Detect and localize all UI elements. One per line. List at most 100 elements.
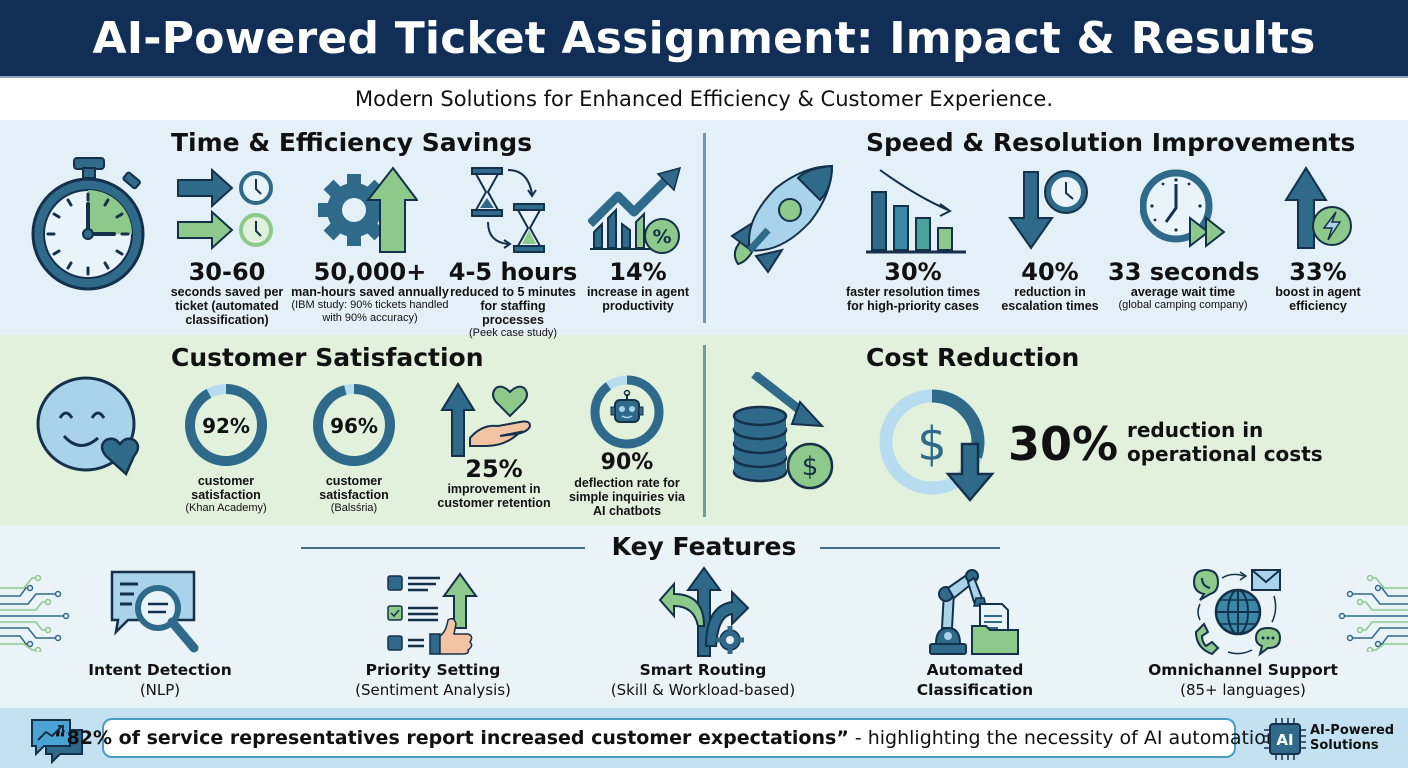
hand-heart-arrow-icon [440, 382, 532, 457]
stat-desc: reduced to 5 minutes for staffing proces… [450, 285, 576, 327]
page-title: AI-Powered Ticket Assignment: Impact & R… [92, 12, 1316, 64]
arrows-clocks-icon [177, 168, 273, 250]
declining-bars-icon [866, 169, 966, 254]
feature-priority-setting: Priority Setting (Sentiment Analysis) [340, 660, 526, 700]
up-arrow-bolt-icon [1284, 166, 1352, 249]
feature-omnichannel-support: Omnichannel Support (85+ languages) [1138, 660, 1348, 700]
stat-faster-resolution: 30% faster resolution times for high-pri… [838, 259, 988, 313]
svg-text:%: % [652, 226, 671, 248]
key-features-rule-right [820, 547, 1000, 549]
brand-label: AI-Powered Solutions [1310, 723, 1394, 753]
coins-down-arrow-icon: $ [732, 372, 834, 490]
cost-reduction-desc: reduction in operational costs [1127, 418, 1323, 466]
stat-desc: reduction in escalation times [1001, 285, 1099, 313]
stat-desc: deflection rate for simple inquiries via… [568, 476, 685, 518]
quote-banner: “82% of service representatives report i… [54, 718, 1284, 758]
svg-text:96%: 96% [330, 414, 378, 438]
fast-forward-clock-icon [1140, 169, 1226, 249]
page-header: AI-Powered Ticket Assignment: Impact & R… [0, 0, 1408, 76]
feature-name: Omnichannel Support [1148, 661, 1338, 679]
checklist-thumbs-up-icon [387, 572, 478, 655]
hourglass-icon [471, 167, 545, 253]
svg-text:$: $ [802, 452, 819, 482]
stat-wait-time: 33 seconds average wait time (global cam… [1108, 258, 1260, 312]
stat-value: 40% [1021, 258, 1079, 286]
stat-value: 50,000+ [313, 258, 427, 286]
svg-text:AI: AI [1276, 731, 1293, 749]
stat-man-hours: 50,000+ man-hours saved annually (IBM st… [290, 259, 450, 325]
feature-name: Intent Detection [88, 661, 232, 679]
stat-escalation-reduction: 40% reduction in escalation times [996, 259, 1104, 313]
feature-sub: (Skill & Workload-based) [610, 681, 796, 699]
cost-desc-line1: reduction in [1127, 418, 1264, 442]
progress-ring-96: 96% [313, 384, 395, 466]
ai-chip-icon: AI [1264, 718, 1306, 760]
stat-desc: boost in agent efficiency [1275, 285, 1361, 313]
stat-note: (Khan Academy) [185, 502, 267, 514]
divider-vertical-bottom [703, 345, 706, 517]
feature-sub: (85+ languages) [1180, 681, 1306, 699]
split-arrows-gear-icon [658, 566, 750, 657]
svg-text:$: $ [917, 417, 946, 471]
down-arrow-clock-icon [1008, 170, 1088, 250]
stat-ring-khan-academy: 92% customer satisfaction (Khan Academy) [166, 382, 286, 515]
stat-desc: improvement in customer retention [437, 482, 551, 510]
smiley-heart-icon [36, 376, 140, 477]
circuit-lines-right-icon [1338, 574, 1408, 652]
stat-value: 30% [884, 258, 942, 286]
feature-name: Smart Routing [639, 661, 767, 679]
stat-chatbot-deflection: 90% deflection rate for simple inquiries… [562, 374, 692, 518]
stat-desc: increase in agent productivity [586, 285, 690, 313]
stat-ring-balssria: 96% customer satisfaction (Balsśria) [294, 382, 414, 515]
stat-desc: faster resolution times for high-priorit… [845, 285, 981, 313]
stat-value: 4-5 hours [448, 258, 578, 286]
robot-ring-icon [590, 375, 664, 449]
feature-intent-detection: Intent Detection (NLP) [80, 660, 240, 700]
stat-value: 33 seconds [1108, 258, 1260, 286]
brand-line1: AI-Powered [1310, 723, 1395, 738]
stat-note: (Balsśria) [330, 502, 378, 514]
stat-agent-efficiency: 33% boost in agent efficiency [1268, 259, 1368, 313]
feature-name: Automated [926, 661, 1024, 679]
stat-desc: seconds saved per ticket (automated clas… [170, 285, 284, 327]
section-title-speed-resolution: Speed & Resolution Improvements [866, 128, 1356, 157]
feature-automated-classification: Automated Classification [890, 660, 1060, 700]
cost-reduction-value: 30% [1008, 417, 1119, 471]
feature-smart-routing: Smart Routing (Skill & Workload-based) [600, 660, 806, 700]
brand-line2: Solutions [1310, 738, 1379, 753]
globe-channels-icon [1192, 568, 1282, 657]
stat-customer-retention: 25% improvement in customer retention [426, 456, 562, 510]
key-features-title: Key Features [611, 532, 797, 561]
panel-speed-resolution [706, 120, 1408, 335]
feature-name: Priority Setting [365, 661, 501, 679]
divider-vertical-top [703, 133, 706, 323]
growth-chart-percent-icon: % [588, 166, 682, 254]
chat-trend-icon [31, 719, 83, 764]
stat-agent-productivity: 14% increase in agent productivity [578, 259, 698, 313]
chat-magnifier-icon [110, 570, 199, 653]
stat-desc: average wait time [1130, 285, 1236, 299]
cost-desc-line2: operational costs [1127, 442, 1323, 466]
panel-cost-reduction [706, 335, 1408, 525]
stat-value: 14% [609, 258, 667, 286]
feature-sub: (NLP) [139, 681, 181, 699]
stat-value: 90% [600, 450, 654, 475]
stat-value: 33% [1289, 258, 1347, 286]
robot-arm-folder-icon [929, 569, 1019, 655]
stat-value: 25% [465, 455, 523, 483]
stat-note: (Peek case study) [468, 327, 558, 339]
stat-desc: customer satisfaction [319, 474, 389, 502]
feature-sub: Classification [916, 681, 1034, 699]
svg-text:92%: 92% [202, 414, 250, 438]
stat-staffing-hours: 4-5 hours reduced to 5 minutes for staff… [448, 259, 578, 340]
circuit-lines-left-icon [0, 574, 70, 652]
feature-sub: (Sentiment Analysis) [355, 681, 511, 699]
stat-value: 30-60 [188, 258, 266, 286]
stat-desc: customer satisfaction [191, 474, 261, 502]
rocket-icon [730, 164, 834, 274]
stopwatch-icon [31, 157, 145, 291]
stat-seconds-saved: 30-60 seconds saved per ticket (automate… [168, 259, 286, 327]
subtitle-bar: Modern Solutions for Enhanced Efficiency… [0, 76, 1408, 120]
section-title-customer-satisfaction: Customer Satisfaction [171, 343, 484, 372]
stat-note: (global camping company) [1118, 299, 1248, 311]
